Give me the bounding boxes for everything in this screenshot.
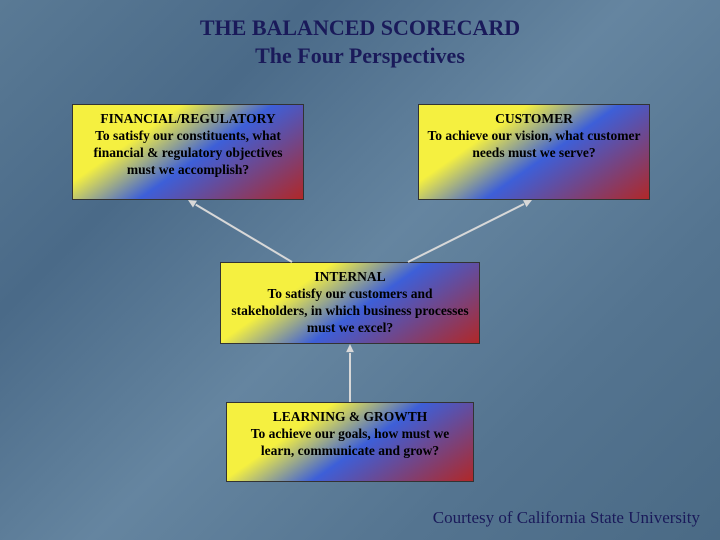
- credit-text: Courtesy of California State University: [433, 508, 700, 528]
- title-line-2: The Four Perspectives: [0, 42, 720, 70]
- arrowhead-internal-to-financial: [188, 200, 197, 208]
- arrow-internal-to-financial: [196, 205, 292, 262]
- box-internal-heading: INTERNAL: [229, 269, 471, 286]
- arrow-internal-to-customer: [408, 204, 524, 262]
- box-financial: FINANCIAL/REGULATORY To satisfy our cons…: [72, 104, 304, 200]
- box-financial-heading: FINANCIAL/REGULATORY: [81, 111, 295, 128]
- box-learning: LEARNING & GROWTH To achieve our goals, …: [226, 402, 474, 482]
- box-internal: INTERNAL To satisfy our customers and st…: [220, 262, 480, 344]
- box-learning-body: To achieve our goals, how must we learn,…: [235, 426, 465, 460]
- arrowhead-learning-to-internal: [346, 344, 354, 352]
- box-customer-heading: CUSTOMER: [427, 111, 641, 128]
- title-line-1: THE BALANCED SCORECARD: [0, 14, 720, 42]
- box-learning-heading: LEARNING & GROWTH: [235, 409, 465, 426]
- page-title: THE BALANCED SCORECARD The Four Perspect…: [0, 0, 720, 69]
- box-customer-body: To achieve our vision, what customer nee…: [427, 128, 641, 162]
- box-financial-body: To satisfy our constituents, what financ…: [81, 128, 295, 179]
- box-customer: CUSTOMER To achieve our vision, what cus…: [418, 104, 650, 200]
- box-internal-body: To satisfy our customers and stakeholder…: [229, 286, 471, 337]
- arrowhead-internal-to-customer: [523, 200, 532, 207]
